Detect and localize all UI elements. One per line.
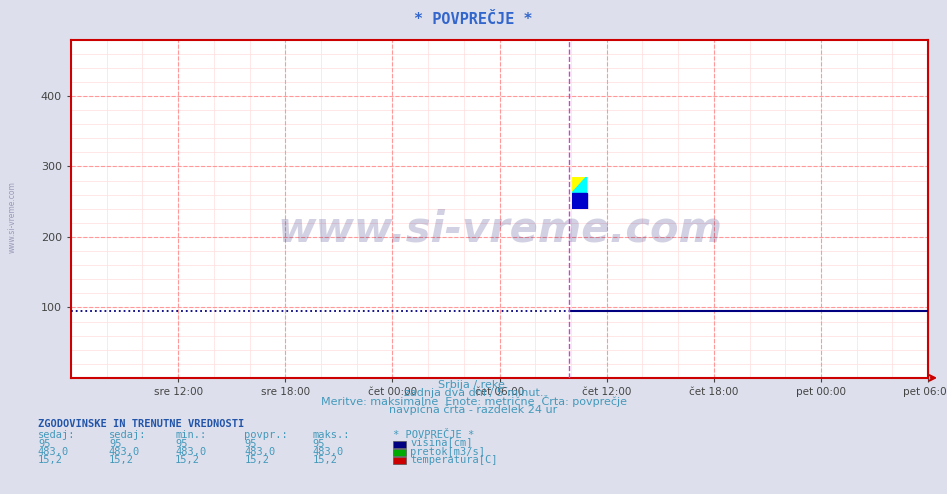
Text: 95: 95 <box>175 439 188 449</box>
Text: 95: 95 <box>244 439 257 449</box>
Text: * POVPREČJE *: * POVPREČJE * <box>393 430 474 440</box>
Polygon shape <box>572 176 587 193</box>
Text: Meritve: maksimalne  Enote: metrične  Črta: povprečje: Meritve: maksimalne Enote: metrične Črta… <box>320 395 627 407</box>
Text: maks.:: maks.: <box>313 430 350 440</box>
Text: 15,2: 15,2 <box>175 455 200 465</box>
Text: 95: 95 <box>109 439 121 449</box>
Text: 483,0: 483,0 <box>244 447 276 457</box>
Text: Srbija / reke.: Srbija / reke. <box>438 380 509 390</box>
Text: zadnja dva dni / 5 minut.: zadnja dva dni / 5 minut. <box>403 388 544 398</box>
Text: 15,2: 15,2 <box>244 455 269 465</box>
Text: ZGODOVINSKE IN TRENUTNE VREDNOSTI: ZGODOVINSKE IN TRENUTNE VREDNOSTI <box>38 419 244 429</box>
Text: pretok[m3/s]: pretok[m3/s] <box>410 447 485 457</box>
Text: temperatura[C]: temperatura[C] <box>410 455 497 465</box>
Text: povpr.:: povpr.: <box>244 430 288 440</box>
Text: 95: 95 <box>38 439 50 449</box>
Text: 15,2: 15,2 <box>109 455 134 465</box>
Text: min.:: min.: <box>175 430 206 440</box>
Text: višina[cm]: višina[cm] <box>410 438 473 449</box>
Text: navpična črta - razdelek 24 ur: navpična črta - razdelek 24 ur <box>389 405 558 415</box>
Polygon shape <box>572 193 587 209</box>
Text: 483,0: 483,0 <box>109 447 140 457</box>
Text: 95: 95 <box>313 439 325 449</box>
Text: sedaj:: sedaj: <box>109 430 147 440</box>
Polygon shape <box>572 176 587 193</box>
Text: 15,2: 15,2 <box>313 455 337 465</box>
Text: sedaj:: sedaj: <box>38 430 76 440</box>
Text: 483,0: 483,0 <box>38 447 69 457</box>
Text: www.si-vreme.com: www.si-vreme.com <box>277 208 722 250</box>
Text: 483,0: 483,0 <box>313 447 344 457</box>
Text: www.si-vreme.com: www.si-vreme.com <box>8 181 17 253</box>
Text: 15,2: 15,2 <box>38 455 63 465</box>
Text: 483,0: 483,0 <box>175 447 206 457</box>
Text: * POVPREČJE *: * POVPREČJE * <box>414 12 533 27</box>
